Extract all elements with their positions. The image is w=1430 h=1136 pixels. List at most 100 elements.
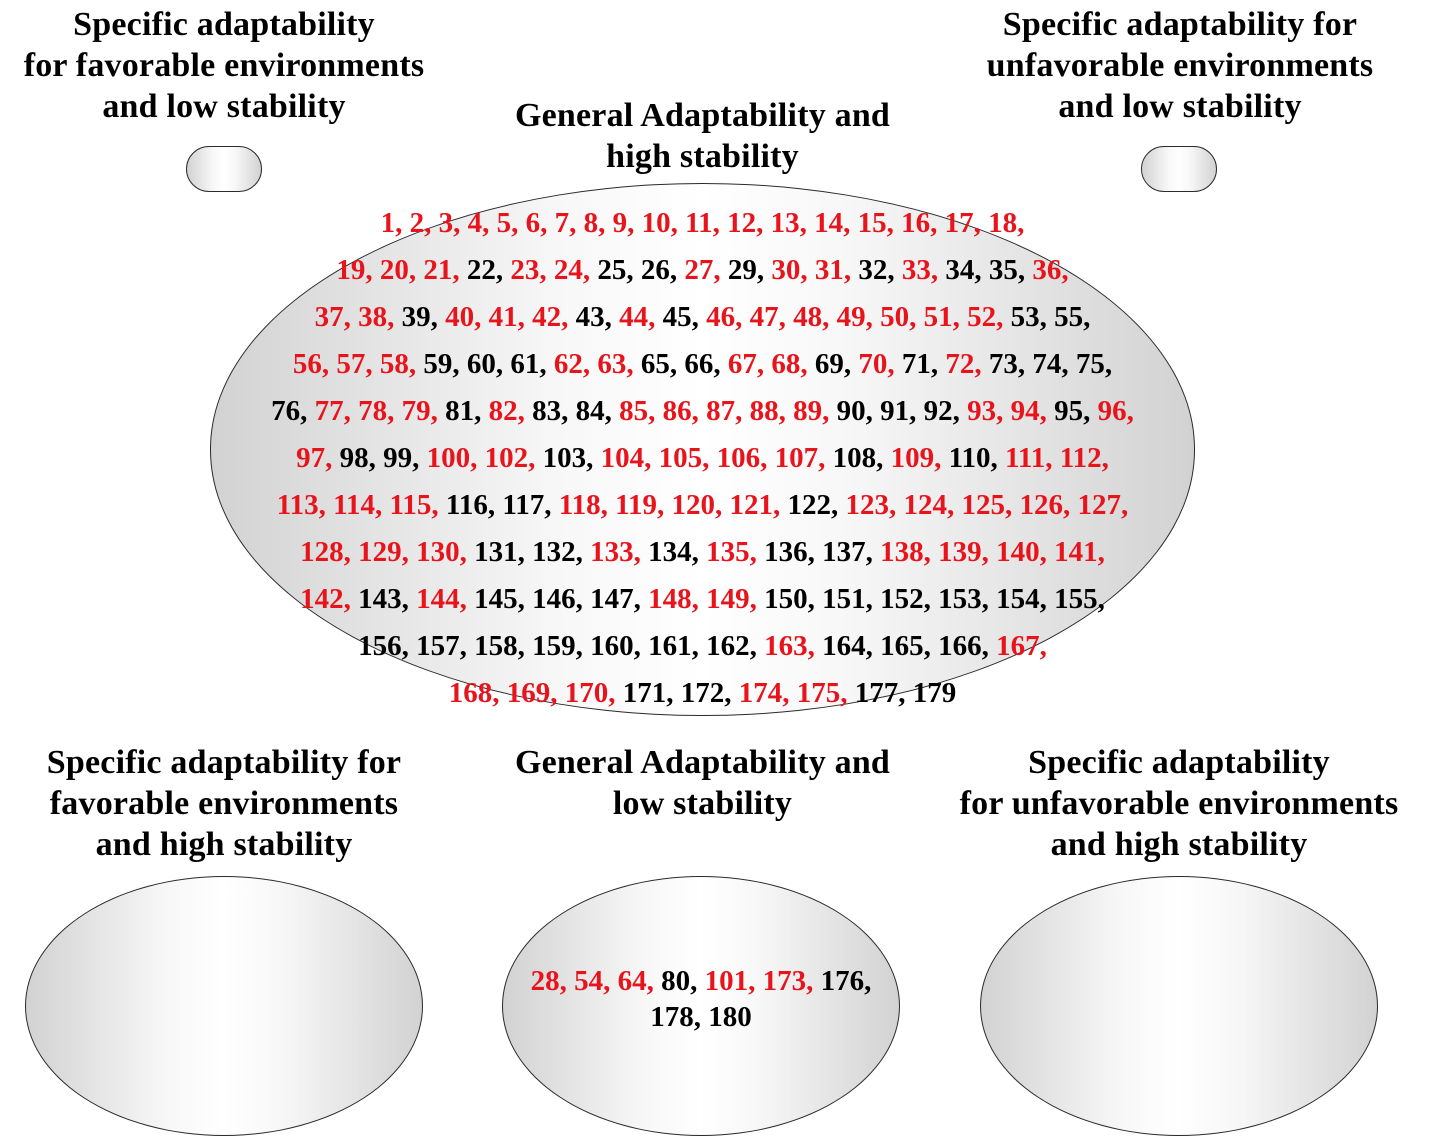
genotype-label: 102, — [484, 442, 536, 474]
genotype-label: 123, — [845, 489, 897, 521]
genotype-label: 98, — [339, 442, 376, 474]
genotype-label: 29, — [727, 254, 765, 286]
genotype-label: 167, — [996, 630, 1047, 662]
genotype-label: 42, — [532, 301, 569, 333]
genotype-label: 60, — [466, 348, 504, 380]
genotype-label: 31, — [814, 254, 852, 286]
genotype-label: 120, — [671, 489, 723, 521]
genotype-label: 180 — [708, 1001, 752, 1033]
genotype-label: 111, — [1004, 442, 1053, 474]
genotype-label: 145, — [474, 583, 525, 615]
genotype-label: 35, — [988, 254, 1026, 286]
genotype-label: 125, — [961, 489, 1013, 521]
genotype-label: 9, — [612, 207, 635, 239]
genotype-line: 1, 2, 3, 4, 5, 6, 7, 8, 9, 10, 11, 12, 1… — [210, 200, 1195, 247]
genotype-label: 75, — [1075, 348, 1113, 380]
title-specific-favorable-low-stability: Specific adaptability for favorable envi… — [23, 6, 425, 125]
genotype-label: 174, — [738, 677, 790, 709]
genotype-label: 82, — [488, 395, 525, 427]
genotype-label: 88, — [749, 395, 786, 427]
genotype-label: 61, — [510, 348, 547, 380]
genotype-label: 65, — [640, 348, 678, 380]
genotype-label: 179 — [912, 677, 957, 709]
genotype-label: 93, — [967, 395, 1004, 427]
group-shape-general-high-stability — [210, 183, 1195, 716]
genotype-label: 178, — [650, 1001, 701, 1033]
group-shape-general-low-stability — [502, 876, 900, 1136]
group-shape-specific-unfavorable-low-stability — [1141, 146, 1217, 192]
genotype-label: 94, — [1010, 395, 1047, 427]
genotype-label: 19, — [336, 254, 373, 286]
genotype-label: 43, — [575, 301, 612, 333]
genotype-label: 103, — [542, 442, 594, 474]
genotype-label: 22, — [466, 254, 504, 286]
genotype-label: 77, — [314, 395, 351, 427]
genotype-label: 171, — [622, 677, 674, 709]
genotype-label: 153, — [938, 583, 989, 615]
genotype-label: 105, — [658, 442, 710, 474]
genotype-label: 38, — [358, 301, 395, 333]
genotype-label: 34, — [945, 254, 982, 286]
genotype-label: 168, — [448, 677, 500, 709]
genotype-label: 78, — [358, 395, 395, 427]
genotype-label: 156, — [358, 630, 409, 662]
genotype-label: 48, — [793, 301, 830, 333]
genotype-label: 17, — [944, 207, 981, 239]
genotype-label: 1, — [380, 207, 403, 239]
genotype-label: 176, — [820, 965, 872, 997]
genotype-label: 28, — [530, 965, 567, 997]
genotype-label: 71, — [901, 348, 939, 380]
genotype-label: 132, — [532, 536, 583, 568]
genotype-label: 148, — [648, 583, 699, 615]
genotype-label: 164, — [822, 630, 873, 662]
genotype-label: 8, — [583, 207, 606, 239]
genotype-label: 49, — [836, 301, 873, 333]
genotype-label: 170, — [564, 677, 616, 709]
genotype-label: 10, — [641, 207, 678, 239]
genotype-label: 33, — [901, 254, 939, 286]
genotype-label: 80, — [661, 965, 698, 997]
genotype-label: 128, — [300, 536, 351, 568]
genotype-label: 136, — [764, 536, 815, 568]
genotype-label: 73, — [988, 348, 1026, 380]
genotype-label: 175, — [796, 677, 848, 709]
genotype-label: 6, — [525, 207, 548, 239]
genotype-label: 151, — [822, 583, 873, 615]
genotype-label: 53, — [1010, 301, 1047, 333]
genotype-label: 165, — [880, 630, 931, 662]
genotype-line: 76, 77, 78, 79, 81, 82, 83, 84, 85, 86, … — [210, 388, 1195, 435]
genotype-label: 46, — [706, 301, 743, 333]
genotype-label: 119, — [615, 489, 665, 521]
genotype-label: 101, — [704, 965, 756, 997]
genotype-label: 177, — [854, 677, 906, 709]
genotype-label: 91, — [880, 395, 917, 427]
genotype-label: 3, — [438, 207, 461, 239]
genotype-label: 74, — [1032, 348, 1069, 380]
genotype-label: 138, — [880, 536, 931, 568]
genotype-list-general-high-stability: 1, 2, 3, 4, 5, 6, 7, 8, 9, 10, 11, 12, 1… — [210, 200, 1195, 717]
genotype-label: 130, — [416, 536, 467, 568]
genotype-label: 72, — [945, 348, 982, 380]
title-general-low-stability: General Adaptability and low stability — [514, 744, 891, 822]
genotype-label: 107, — [774, 442, 826, 474]
genotype-label: 66, — [684, 348, 721, 380]
genotype-label: 126, — [1019, 489, 1071, 521]
genotype-label: 32, — [858, 254, 895, 286]
genotype-label: 115, — [389, 489, 439, 521]
genotype-label: 144, — [416, 583, 467, 615]
genotype-label: 23, — [510, 254, 547, 286]
genotype-label: 163, — [764, 630, 815, 662]
genotype-line: 56, 57, 58, 59, 60, 61, 62, 63, 65, 66, … — [210, 341, 1195, 388]
genotype-label: 154, — [996, 583, 1047, 615]
genotype-label: 50, — [880, 301, 917, 333]
genotype-label: 12, — [727, 207, 764, 239]
genotype-label: 68, — [771, 348, 808, 380]
genotype-line: 178, 180 — [502, 999, 900, 1035]
genotype-label: 57, — [336, 348, 373, 380]
group-shape-specific-favorable-high-stability — [25, 876, 423, 1136]
genotype-label: 79, — [401, 395, 438, 427]
genotype-label: 37, — [314, 301, 351, 333]
genotype-label: 24, — [553, 254, 591, 286]
genotype-label: 59, — [423, 348, 460, 380]
genotype-label: 58, — [379, 348, 417, 380]
